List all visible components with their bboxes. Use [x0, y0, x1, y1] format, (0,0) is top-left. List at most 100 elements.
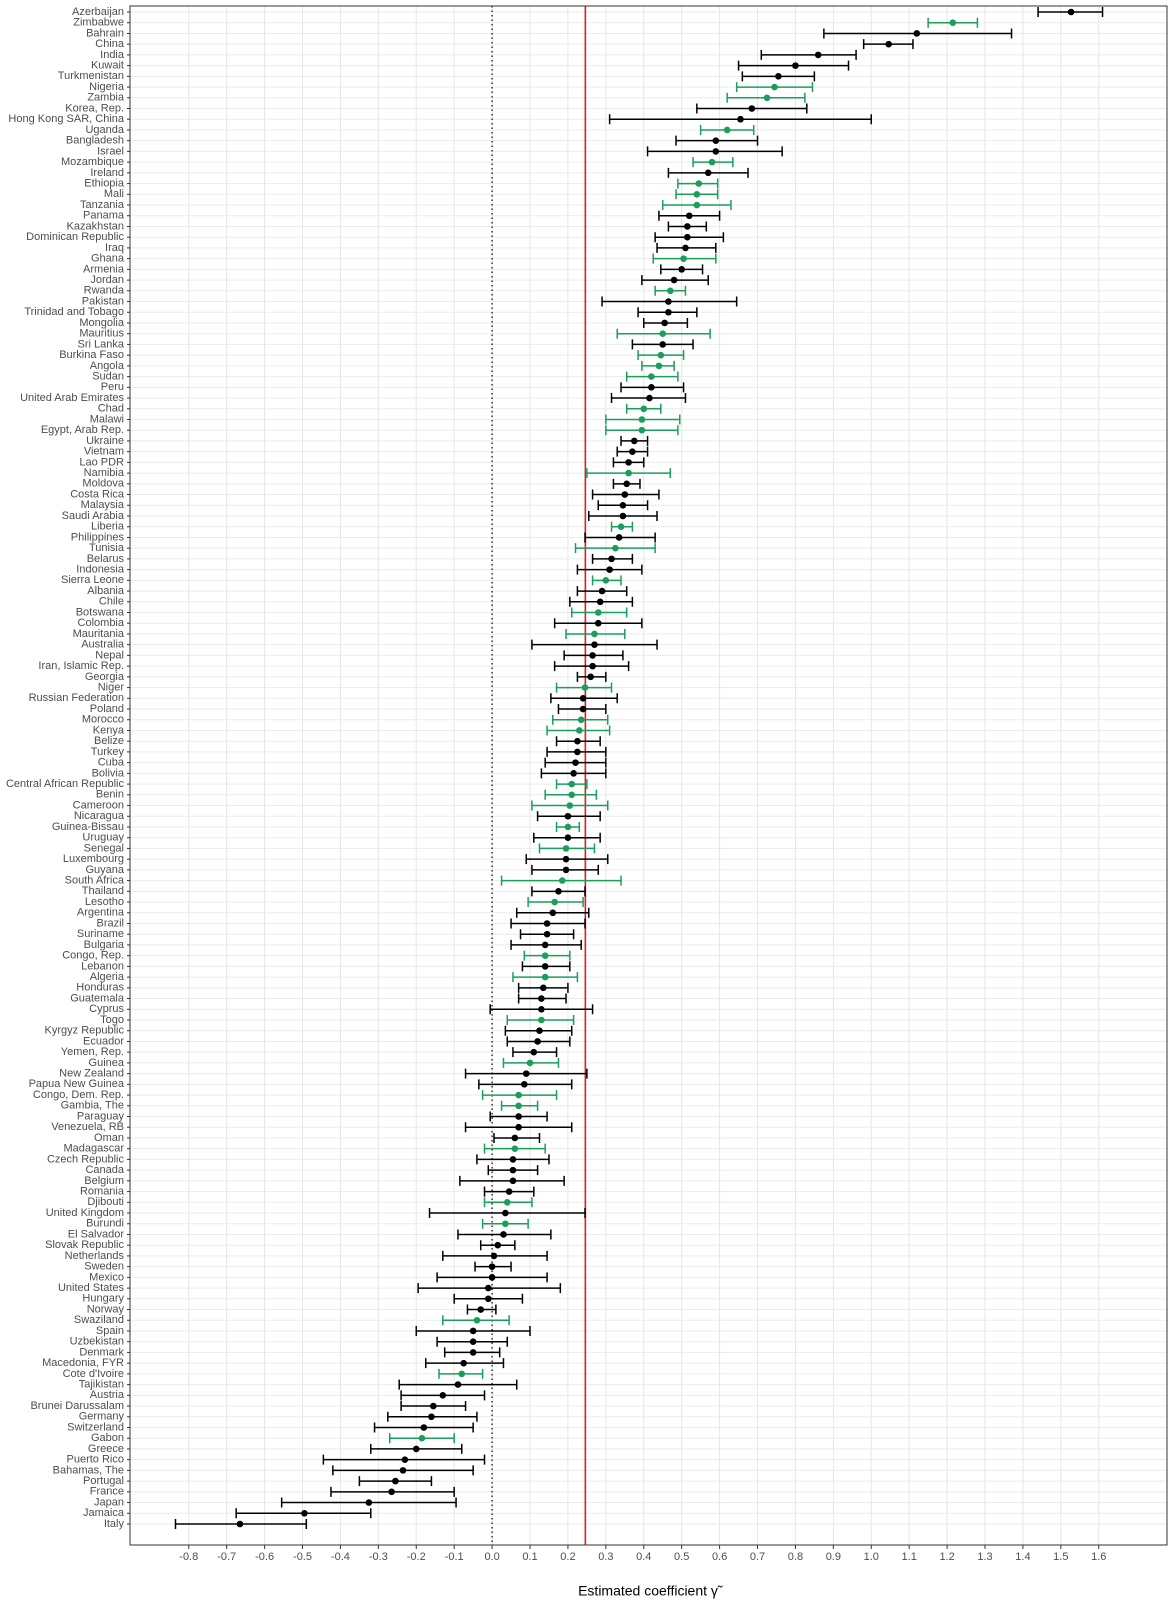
- point: [538, 1016, 545, 1024]
- y-tick-label: Liberia: [91, 521, 125, 533]
- point: [665, 298, 672, 305]
- y-tick-label: Indonesia: [76, 564, 125, 576]
- point: [562, 855, 570, 863]
- y-tick-label: Ukraine: [86, 435, 124, 447]
- y-tick-label: Guinea-Bissau: [52, 821, 124, 833]
- point: [814, 51, 822, 59]
- point: [661, 319, 668, 327]
- y-tick-label: Yemen, Rep.: [61, 1046, 124, 1058]
- y-tick-label: France: [90, 1486, 124, 1498]
- y-tick-label: Azerbaijan: [72, 6, 124, 18]
- point: [737, 115, 744, 123]
- point: [502, 1220, 509, 1228]
- point: [598, 587, 606, 595]
- point: [602, 577, 610, 584]
- point: [515, 1113, 522, 1120]
- y-tick-label: Netherlands: [65, 1250, 125, 1262]
- y-tick-label: Vietnam: [84, 446, 124, 458]
- point: [678, 266, 685, 273]
- point: [494, 1241, 502, 1249]
- error-bar: [760, 49, 857, 60]
- y-tick-label: Oman: [94, 1132, 124, 1144]
- y-tick-label: Cyprus: [89, 1003, 124, 1015]
- point: [625, 459, 632, 466]
- y-tick-label: Sweden: [84, 1261, 124, 1273]
- point: [388, 1488, 395, 1496]
- y-tick-label: Lebanon: [81, 960, 124, 972]
- point: [392, 1477, 399, 1485]
- point: [576, 727, 583, 734]
- point: [454, 1381, 462, 1388]
- y-tick-label: Ecuador: [83, 1035, 124, 1047]
- x-tick-label: 0.6: [712, 1551, 727, 1563]
- point: [638, 426, 646, 434]
- y-tick-label: Suriname: [77, 928, 124, 940]
- point: [885, 40, 892, 48]
- y-tick-label: Bahamas, The: [53, 1464, 124, 1476]
- point: [562, 866, 570, 874]
- y-tick-label: Guyana: [85, 864, 124, 876]
- y-tick-label: Spain: [96, 1325, 124, 1337]
- point: [530, 1048, 538, 1056]
- point: [551, 898, 558, 906]
- y-tick-label: Mali: [104, 188, 124, 200]
- y-tick-label: Cameroon: [73, 799, 124, 811]
- y-tick-label: Moldova: [82, 478, 124, 490]
- point: [511, 1145, 519, 1152]
- point: [541, 952, 549, 959]
- point: [564, 812, 572, 820]
- point: [792, 62, 799, 69]
- y-tick-label: Thailand: [82, 885, 124, 897]
- point: [621, 491, 629, 498]
- y-tick-label: India: [100, 49, 125, 61]
- y-tick-label: Namibia: [84, 467, 125, 479]
- point: [682, 244, 689, 252]
- point: [684, 223, 691, 230]
- y-tick-label: Portugal: [83, 1475, 124, 1487]
- y-tick-label: Senegal: [84, 842, 124, 854]
- x-tick-label: 1.5: [1053, 1551, 1068, 1563]
- point: [712, 148, 720, 155]
- point: [763, 94, 771, 102]
- point: [606, 566, 613, 573]
- point: [623, 480, 630, 488]
- point: [236, 1520, 244, 1528]
- y-tick-label: Morocco: [82, 714, 124, 726]
- point: [469, 1349, 477, 1356]
- y-tick-label: Ethiopia: [84, 177, 125, 189]
- y-tick-label: Korea, Rep.: [65, 102, 124, 114]
- y-tick-label: Malaysia: [81, 499, 125, 511]
- y-tick-label: New Zealand: [59, 1068, 124, 1080]
- y-tick-label: Hungary: [82, 1293, 124, 1305]
- y-tick-label: Greece: [88, 1443, 124, 1455]
- point: [591, 630, 598, 638]
- y-tick-label: Uruguay: [82, 832, 124, 844]
- y-tick-label: Honduras: [76, 982, 124, 994]
- y-tick-label: Norway: [87, 1303, 125, 1315]
- y-tick-label: Pakistan: [82, 295, 124, 307]
- y-tick-label: Israel: [97, 145, 124, 157]
- point: [748, 105, 756, 112]
- y-tick-label: United States: [58, 1282, 125, 1294]
- y-tick-label: Chile: [99, 596, 124, 608]
- point: [488, 1263, 496, 1270]
- y-tick-label: Burkina Faso: [59, 349, 124, 361]
- point: [568, 780, 576, 788]
- y-tick-label: Georgia: [85, 671, 125, 683]
- point: [515, 1102, 522, 1110]
- point: [502, 1209, 509, 1217]
- y-tick-label: Kuwait: [91, 60, 124, 72]
- point: [657, 351, 665, 359]
- x-tick-label: -0.6: [255, 1551, 274, 1563]
- y-tick-label: Central African Republic: [6, 778, 125, 790]
- point: [543, 920, 551, 927]
- point: [412, 1445, 420, 1453]
- y-tick-label: Macedonia, FYR: [42, 1357, 124, 1369]
- point: [570, 770, 577, 777]
- y-tick-label: Angola: [90, 360, 125, 372]
- point: [655, 362, 663, 370]
- point: [558, 877, 566, 884]
- point: [500, 1231, 507, 1238]
- point: [564, 834, 572, 842]
- x-tick-label: 1.2: [939, 1551, 954, 1563]
